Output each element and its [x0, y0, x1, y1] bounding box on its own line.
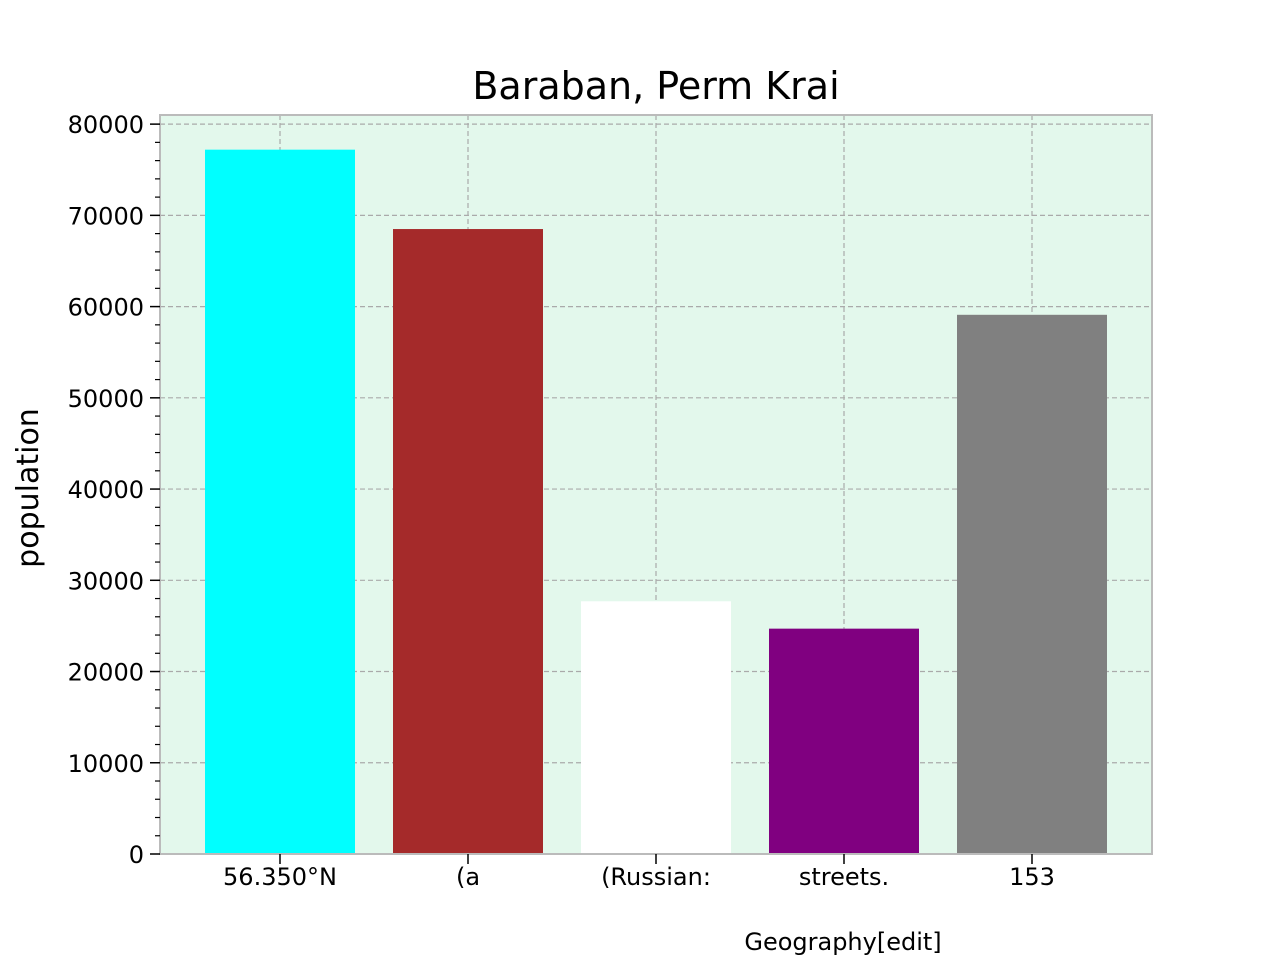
- x-tick-label: (Russian:: [601, 863, 711, 891]
- y-tick-label: 50000: [68, 385, 144, 413]
- bars: [205, 149, 1107, 854]
- bar-1: [205, 149, 355, 854]
- y-axis-label: population: [11, 408, 46, 568]
- y-tick-label: 10000: [68, 750, 144, 778]
- y-tick-label: 30000: [68, 567, 144, 595]
- chart-title: Baraban, Perm Krai: [472, 64, 839, 108]
- y-tick-label: 80000: [68, 111, 144, 139]
- chart-annotation: Geography[edit]: [744, 928, 941, 956]
- x-tick-label: (a: [456, 863, 480, 891]
- bar-2: [393, 229, 543, 854]
- bar-5: [957, 314, 1107, 854]
- y-tick-label: 60000: [68, 294, 144, 322]
- x-tick-label: 56.350°N: [223, 863, 337, 891]
- x-axis: 56.350°N (a (Russian: streets. 153: [223, 854, 1055, 891]
- bar-3: [581, 601, 731, 854]
- y-tick-label: 0: [129, 841, 144, 869]
- x-tick-label: streets.: [799, 863, 889, 891]
- bar-4: [769, 628, 919, 854]
- x-tick-label: 153: [1009, 863, 1055, 891]
- y-tick-label: 20000: [68, 659, 144, 687]
- y-axis: 0 10000 20000 30000 40000 50000 60000 70000 8000…: [68, 111, 160, 869]
- y-tick-label: 70000: [68, 202, 144, 230]
- y-tick-label: 40000: [68, 476, 144, 504]
